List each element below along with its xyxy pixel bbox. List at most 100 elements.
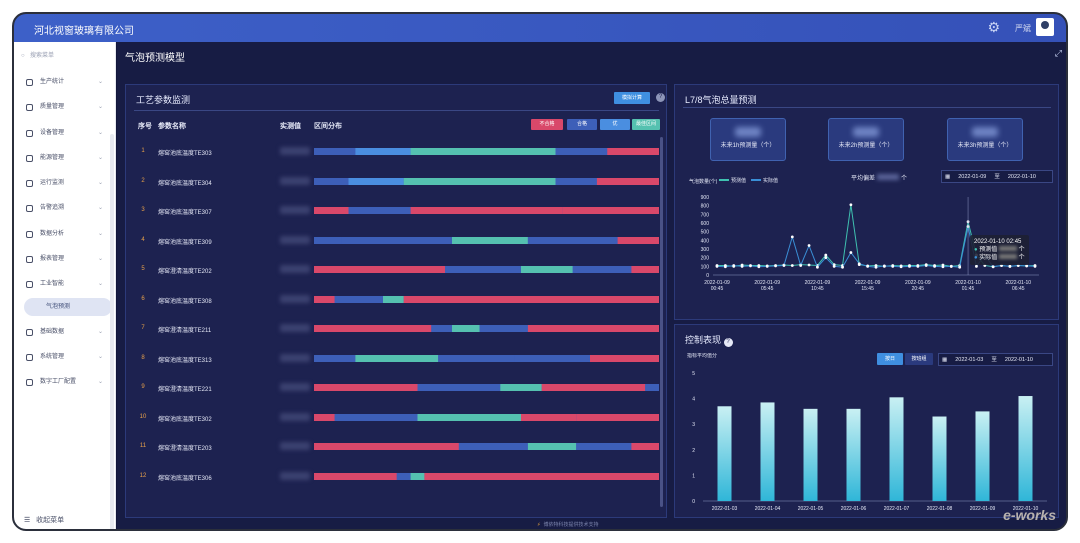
y-tick-label: 3 (692, 422, 695, 428)
table-row[interactable]: 6 熔窑池底温度TE308 (126, 285, 666, 315)
fullscreen-icon[interactable]: ⤢ (1054, 48, 1062, 58)
distribution-bar (314, 207, 659, 214)
data-point (849, 251, 853, 254)
distribution-segment (596, 177, 659, 185)
y-tick-label: 900 (701, 195, 710, 201)
data-point (958, 265, 962, 269)
table-row[interactable]: 4 熔窑池底温度TE309 (126, 226, 666, 256)
collapse-label: 收起菜单 (36, 517, 65, 524)
date-to: 2022-01-10 (1007, 174, 1036, 180)
distribution-segment (314, 148, 356, 155)
tooltip-unit: 个 (1018, 247, 1025, 253)
distribution-segment (541, 384, 646, 391)
distribution-segment (555, 177, 597, 185)
distribution-segment (624, 207, 659, 214)
distribution-segment (438, 354, 515, 362)
help-icon[interactable]: ? (723, 338, 733, 347)
menu-icon (26, 180, 33, 188)
table-row[interactable]: 9 熔窑澄清温度TE221 (126, 373, 666, 403)
chevron-down-icon: ⌄ (97, 180, 103, 187)
sidebar-item[interactable]: 数字工厂配置 ⌄ (14, 370, 115, 395)
tooltip-actual: ● 实际值 个 (974, 254, 1025, 261)
measured-value (280, 383, 310, 391)
sidebar-item-label: 基础数据 (40, 328, 65, 335)
table-row[interactable]: 12 熔窑池底温度TE306 (126, 462, 666, 492)
distribution-bar (314, 266, 659, 273)
control-date-range[interactable]: ▦ 2022-01-03 至 2022-01-10 (938, 353, 1053, 366)
sidebar-scrollbar[interactable] (110, 134, 114, 529)
x-tick-label: 2022-01-09 (905, 280, 931, 286)
legend-1[interactable]: 合格 (567, 119, 597, 130)
table-row[interactable]: 10 熔窑池底温度TE302 (126, 403, 666, 433)
sidebar-item[interactable]: 运行监测 ⌄ (14, 171, 115, 196)
kpi-value (853, 127, 879, 137)
legend-0[interactable]: 不合格 (531, 119, 563, 130)
table-row[interactable]: 1 熔窑池底温度TE303 (126, 137, 666, 167)
sidebar-item[interactable]: 基础数据 ⌄ (14, 320, 115, 345)
sidebar-item[interactable]: 工业智能 ⌄ (14, 272, 115, 297)
measured-value (280, 442, 310, 450)
sidebar-item[interactable]: 告警追溯 ⌄ (14, 196, 115, 221)
user-name[interactable]: 严斌 (1015, 24, 1031, 33)
bar (760, 402, 775, 501)
row-number: 9 (141, 384, 145, 390)
table-row[interactable]: 5 熔窑澄清温度TE202 (126, 255, 666, 285)
distribution-segment (403, 177, 556, 185)
kpi-label: 未来3h预测量（个） (957, 143, 1013, 149)
x-tick-label: 2022-01-10 (955, 280, 981, 286)
table-row[interactable]: 11 熔窑澄清温度TE203 (126, 432, 666, 462)
distribution-segment (348, 207, 411, 214)
avatar[interactable] (1036, 18, 1054, 36)
control-bar-chart[interactable]: 指标平均值分 0 1 2 3 4 5 2022-01-03 2022-01-04 2022-01-… (675, 353, 1060, 517)
avg-value (877, 174, 900, 180)
date-sep: 至 (991, 357, 997, 363)
sidebar-item-bubble-prediction[interactable]: 气泡预测 (24, 297, 112, 316)
sidebar-item[interactable]: 生产统计 ⌄ (14, 70, 115, 95)
legend-2[interactable]: 优 (600, 119, 630, 130)
sidebar-item[interactable]: 质量管理 ⌄ (14, 95, 115, 120)
chevron-down-icon: ⌄ (97, 129, 103, 136)
date-from: 2022-01-09 (958, 174, 987, 180)
data-point (774, 264, 777, 268)
table-row[interactable]: 7 熔窑澄清温度TE211 (126, 314, 666, 344)
kpi-2h: 未来2h预测量（个） (828, 118, 904, 161)
sidebar-item[interactable]: 报表管理 ⌄ (14, 247, 115, 272)
company-name: 河北视窗玻璃有限公司 (34, 26, 134, 37)
row-number: 6 (141, 295, 145, 302)
chevron-down-icon: ⌄ (97, 230, 103, 237)
row-number: 4 (141, 236, 145, 243)
table-scrollbar[interactable] (660, 137, 663, 507)
parameter-name: 熔窑澄清温度TE211 (158, 328, 212, 334)
forecast-line-chart[interactable]: 气泡数量(个) 预测值 实际值010020030040050060070080090… (675, 175, 1060, 317)
row-number: 10 (139, 413, 147, 420)
gear-icon[interactable]: ⚙ (987, 19, 1000, 35)
collapse-menu-button[interactable]: ☰ 收起菜单 (24, 517, 65, 524)
table-row[interactable]: 8 熔窑池底温度TE313 (126, 344, 666, 374)
avg-deviation: 平均偏差 个 (851, 173, 907, 182)
table-row[interactable]: 2 熔窑池底温度TE304 (126, 167, 666, 197)
data-point (866, 264, 870, 268)
table-row[interactable]: 3 熔窑池底温度TE307 (126, 196, 666, 226)
tab-by-day[interactable]: 按日 (877, 353, 903, 365)
row-number: 3 (141, 207, 145, 213)
tab-by-shift[interactable]: 按班组 (905, 353, 933, 365)
bar (1018, 396, 1033, 501)
distribution-segment (341, 236, 452, 244)
data-point (941, 265, 945, 269)
tooltip-actual-label: 实际值 (979, 255, 998, 261)
menu-search-input[interactable]: 搜索菜单 (20, 50, 108, 63)
distribution-bar (314, 384, 659, 391)
sidebar-item[interactable]: 设备管理 ⌄ (14, 121, 115, 146)
simulate-button[interactable]: 模拟计算 (614, 92, 650, 104)
sidebar-item[interactable]: 数据分析 ⌄ (14, 222, 115, 247)
distribution-segment (527, 236, 618, 244)
forecast-date-range[interactable]: ▦ 2022-01-09 至 2022-01-10 (941, 170, 1053, 183)
legend-3[interactable]: 最佳区间 (632, 119, 660, 130)
x-tick-label: 00:45 (711, 286, 724, 292)
measured-value (280, 206, 310, 214)
distribution-segment (314, 384, 418, 391)
sidebar-item[interactable]: 系统管理 ⌄ (14, 345, 115, 370)
info-icon[interactable]: ? (656, 93, 665, 102)
distribution-segment (452, 325, 480, 332)
sidebar-item[interactable]: 能源管理 ⌄ (14, 146, 115, 171)
